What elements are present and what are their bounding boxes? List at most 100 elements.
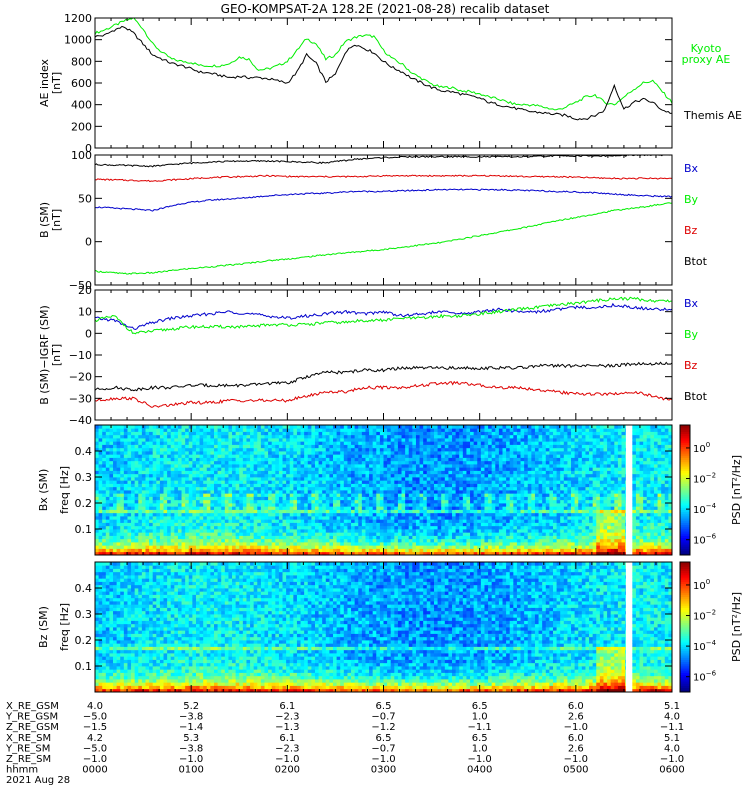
spectrogram-cell	[397, 548, 402, 553]
spectrogram-cell	[376, 490, 381, 494]
spectrogram-cell	[405, 548, 410, 553]
spectrogram-cell	[314, 486, 319, 491]
spectrogram-cell	[185, 431, 190, 436]
spectrogram-cell	[361, 464, 366, 468]
spectrogram-cell	[102, 444, 107, 449]
spectrogram-cell	[253, 493, 258, 497]
spectrogram-cell	[116, 512, 121, 517]
spectrogram-cell	[372, 532, 377, 536]
spectrogram-cell	[318, 503, 323, 507]
spectrogram-cell	[351, 493, 356, 497]
spectrogram-cell	[195, 496, 200, 501]
spectrogram-cell	[192, 512, 197, 517]
spectrogram-cell	[340, 444, 345, 449]
spectrogram-cell	[250, 425, 255, 429]
spectrogram-cell	[282, 464, 287, 468]
spectrogram-column	[214, 425, 219, 556]
spectrogram-cell	[296, 503, 301, 507]
spectrogram-cell	[228, 431, 233, 436]
spectrogram-cell	[477, 467, 482, 471]
spectrogram-cell	[470, 451, 475, 455]
spectrogram-cell	[383, 529, 388, 533]
spectrogram-cell	[405, 499, 410, 504]
spectrogram-cell	[473, 535, 478, 540]
spectrogram-cell	[387, 519, 392, 523]
spectrogram-cell	[423, 542, 428, 546]
spectrogram-cell	[441, 503, 446, 507]
spectrogram-cell	[253, 447, 258, 452]
spectrogram-cell	[286, 532, 291, 536]
spectrogram-cell	[116, 542, 121, 546]
spectrogram-cell	[181, 486, 186, 491]
spectrogram-cell	[98, 431, 103, 436]
spectrogram-cell	[152, 486, 157, 491]
spectrogram-cell	[498, 493, 503, 497]
spectrogram-cell	[488, 496, 493, 501]
spectrogram-cell	[275, 509, 280, 514]
spectrogram-cell	[102, 538, 107, 543]
spectrogram-cell	[426, 431, 431, 436]
spectrogram-cell	[177, 460, 182, 465]
spectrogram-cell	[250, 480, 255, 484]
spectrogram-cell	[444, 490, 449, 494]
spectrogram-cell	[123, 464, 128, 468]
spectrogram-cell	[286, 480, 291, 484]
spectrogram-cell	[152, 532, 157, 536]
spectrogram-cell	[260, 545, 265, 549]
spectrogram-cell	[354, 496, 359, 501]
spectrogram-cell	[123, 516, 128, 520]
spectrogram-cell	[351, 444, 356, 449]
spectrogram-cell	[210, 486, 215, 491]
spectrogram-cell	[95, 529, 100, 533]
spectrogram-cell	[394, 522, 399, 527]
spectrogram-cell	[210, 519, 215, 523]
spectrogram-cell	[419, 441, 424, 445]
spectrogram-cell	[141, 522, 146, 527]
spectrogram-cell	[170, 431, 175, 436]
spectrogram-cell	[441, 532, 446, 536]
spectrogram-cell	[120, 532, 125, 536]
spectrogram-column	[347, 425, 352, 556]
spectrogram-column	[502, 425, 507, 556]
spectrogram-cell	[444, 425, 449, 429]
spectrogram-cell	[347, 532, 352, 536]
spectrogram-cell	[177, 473, 182, 478]
spectrogram-cell	[376, 451, 381, 455]
spectrogram-cell	[311, 522, 316, 527]
spectrogram-cell	[253, 490, 258, 494]
spectrogram-cell	[325, 434, 330, 439]
spectrogram-column	[246, 425, 251, 556]
spectrogram-cell	[491, 525, 496, 530]
spectrogram-cell	[405, 444, 410, 449]
spectrogram-cell	[278, 499, 283, 504]
spectrogram-cell	[239, 477, 244, 481]
spectrogram-cell	[361, 512, 366, 517]
spectrogram-cell	[174, 503, 179, 507]
spectrogram-cell	[340, 451, 345, 455]
spectrogram-cell	[314, 451, 319, 455]
spectrogram-cell	[293, 434, 298, 439]
spectrogram-cell	[318, 483, 323, 488]
spectrogram-cell	[401, 519, 406, 523]
spectrogram-cell	[452, 460, 457, 465]
spectrogram-cell	[203, 490, 208, 494]
spectrogram-cell	[300, 548, 305, 553]
spectrogram-cell	[242, 519, 247, 523]
spectrogram-cell	[437, 493, 442, 497]
spectrogram-cell	[304, 438, 309, 442]
spectrogram-cell	[221, 464, 226, 468]
spectrogram-cell	[311, 480, 316, 484]
spectrogram-cell	[268, 434, 273, 439]
spectrogram-cell	[278, 535, 283, 540]
spectrogram-cell	[131, 467, 136, 471]
spectrogram-cell	[217, 447, 222, 452]
spectrogram-cell	[480, 535, 485, 540]
spectrogram-cell	[239, 431, 244, 436]
spectrogram-cell	[318, 496, 323, 501]
spectrogram-cell	[314, 477, 319, 481]
spectrogram-cell	[387, 542, 392, 546]
spectrogram-cell	[203, 444, 208, 449]
spectrogram-column	[210, 425, 215, 556]
spectrogram-cell	[484, 503, 489, 507]
spectrogram-cell	[502, 444, 507, 449]
